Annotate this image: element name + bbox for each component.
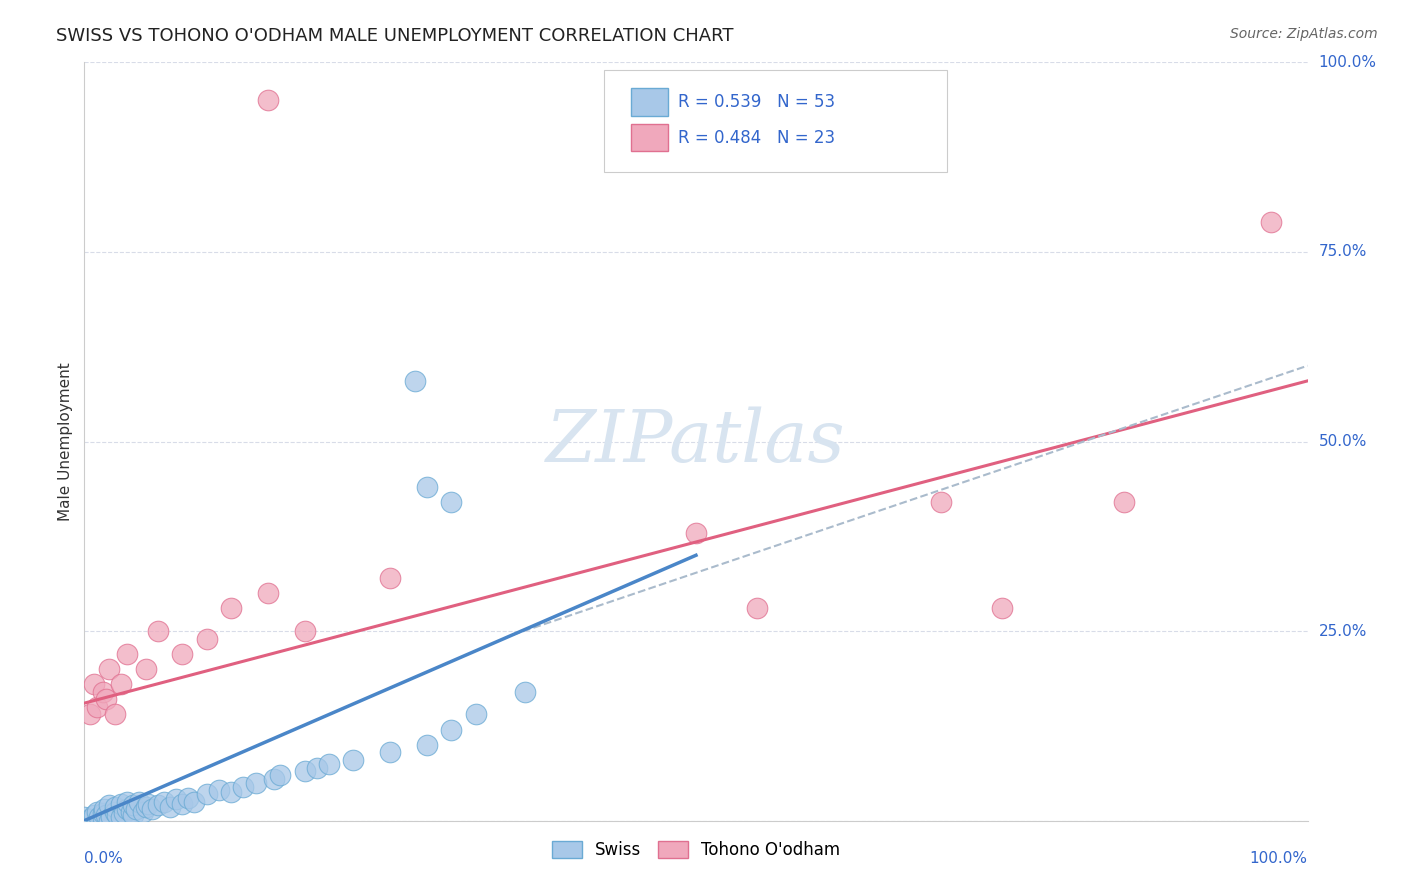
Point — [104, 805, 127, 819]
Point — [219, 601, 242, 615]
Point — [125, 802, 148, 816]
Point — [115, 647, 138, 661]
Point — [380, 746, 402, 760]
FancyBboxPatch shape — [605, 70, 946, 172]
Point — [115, 795, 138, 809]
Point — [269, 768, 291, 782]
Point — [464, 707, 486, 722]
Point — [110, 810, 132, 824]
Text: ZIPatlas: ZIPatlas — [546, 406, 846, 477]
Point — [1260, 214, 1282, 228]
Point — [115, 802, 138, 816]
Point — [91, 685, 114, 699]
Point — [110, 677, 132, 691]
Point — [135, 800, 157, 814]
Text: R = 0.484   N = 23: R = 0.484 N = 23 — [678, 128, 835, 146]
Point — [991, 601, 1014, 615]
Point — [263, 772, 285, 786]
Point — [96, 692, 118, 706]
Point — [153, 795, 176, 809]
Point — [219, 785, 242, 799]
Point — [86, 699, 108, 714]
Point — [416, 738, 439, 752]
Point — [93, 802, 115, 816]
Text: 100.0%: 100.0% — [1250, 851, 1308, 866]
Point — [685, 525, 707, 540]
Point — [165, 792, 187, 806]
Point — [87, 810, 110, 824]
Point — [245, 776, 267, 790]
Point — [97, 798, 120, 813]
Point — [97, 814, 120, 828]
Point — [97, 662, 120, 676]
Point — [96, 807, 118, 822]
Text: Source: ZipAtlas.com: Source: ZipAtlas.com — [1230, 27, 1378, 41]
Point — [91, 811, 114, 825]
Point — [257, 94, 280, 108]
Text: R = 0.539   N = 53: R = 0.539 N = 53 — [678, 93, 835, 111]
Point — [294, 624, 316, 639]
Point — [83, 677, 105, 691]
Point — [91, 806, 114, 821]
Point — [513, 685, 536, 699]
Point — [172, 797, 194, 811]
Point — [440, 723, 463, 737]
Point — [208, 783, 231, 797]
Point — [747, 601, 769, 615]
FancyBboxPatch shape — [631, 88, 668, 116]
Point — [257, 586, 280, 600]
Point — [128, 795, 150, 809]
Point — [177, 791, 200, 805]
Point — [122, 807, 145, 822]
Text: 100.0%: 100.0% — [1319, 55, 1376, 70]
Point — [1114, 495, 1136, 509]
Point — [440, 495, 463, 509]
Text: SWISS VS TOHONO O'ODHAM MALE UNEMPLOYMENT CORRELATION CHART: SWISS VS TOHONO O'ODHAM MALE UNEMPLOYMEN… — [56, 27, 734, 45]
Point — [110, 797, 132, 811]
Point — [195, 632, 218, 646]
Point — [232, 780, 254, 794]
Point — [318, 756, 340, 771]
Point — [172, 647, 194, 661]
Point — [83, 807, 105, 822]
Point — [159, 800, 181, 814]
FancyBboxPatch shape — [631, 124, 668, 151]
Point — [305, 760, 328, 774]
Legend: Swiss, Tohono O'odham: Swiss, Tohono O'odham — [546, 834, 846, 865]
Point — [104, 707, 127, 722]
Text: 75.0%: 75.0% — [1319, 244, 1367, 260]
Point — [105, 807, 128, 822]
Point — [112, 806, 135, 821]
Point — [929, 495, 952, 509]
Point — [79, 812, 101, 826]
Point — [294, 764, 316, 779]
Point — [195, 787, 218, 801]
Point — [86, 814, 108, 828]
Text: 0.0%: 0.0% — [84, 851, 124, 866]
Point — [132, 805, 155, 819]
Point — [141, 802, 163, 816]
Text: 25.0%: 25.0% — [1319, 624, 1367, 639]
Point — [183, 795, 205, 809]
Point — [404, 374, 426, 388]
Point — [146, 798, 169, 813]
Point — [100, 810, 122, 824]
Text: 50.0%: 50.0% — [1319, 434, 1367, 449]
Point — [122, 798, 145, 813]
Point — [120, 805, 142, 819]
Point — [135, 662, 157, 676]
Point — [342, 753, 364, 767]
Y-axis label: Male Unemployment: Male Unemployment — [58, 362, 73, 521]
Point — [136, 797, 159, 811]
Point — [73, 810, 96, 824]
Point — [104, 800, 127, 814]
Point — [86, 805, 108, 819]
Point — [146, 624, 169, 639]
Point — [380, 571, 402, 585]
Point — [416, 480, 439, 494]
Point — [79, 707, 101, 722]
